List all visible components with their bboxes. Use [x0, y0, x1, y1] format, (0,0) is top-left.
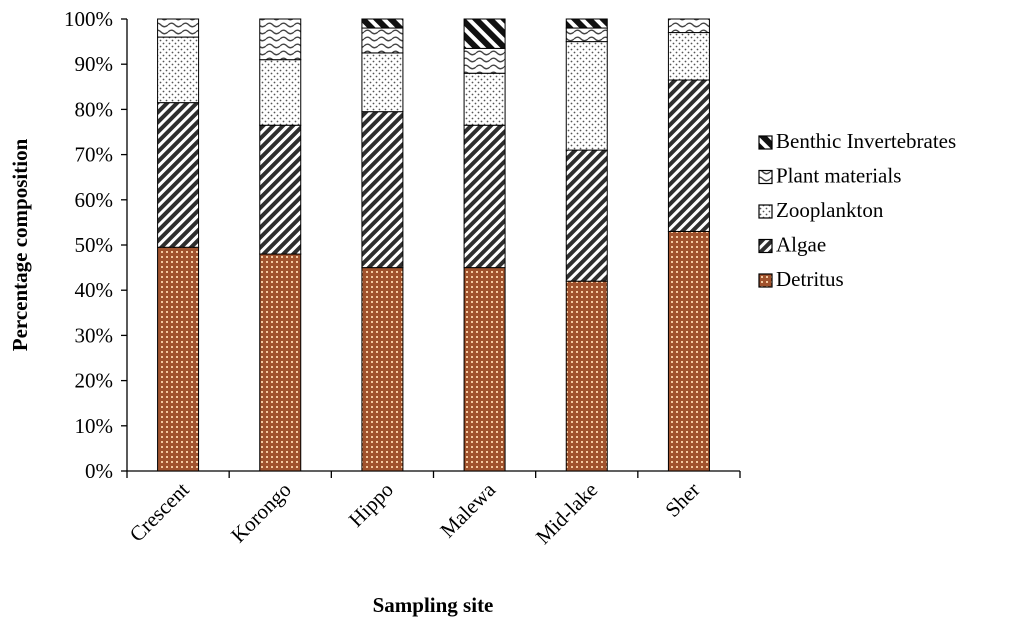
y-tick-label: 0%	[85, 459, 113, 483]
legend-swatch	[758, 169, 773, 185]
bar-segment-benthic-invertebrates	[361, 18, 404, 29]
bar-segment-plant-materials	[667, 18, 710, 34]
legend-label: Detritus	[776, 267, 844, 291]
x-tick-label-malewa: Malewa	[435, 477, 500, 542]
bar-segment-zooplankton	[361, 52, 404, 113]
y-axis-title: Percentage composition	[8, 138, 32, 351]
legend-item-detritus: Detritus	[758, 267, 844, 291]
bar-segment-zooplankton	[667, 32, 710, 81]
legend-item-benthic-invertebrates: Benthic Invertebrates	[758, 129, 956, 153]
bar-segment-detritus	[463, 267, 506, 472]
legend: Benthic Invertebrates Plant materials Zoop…	[758, 129, 956, 291]
bar-stack-crescent	[157, 18, 200, 472]
x-axis-title: Sampling site	[373, 593, 494, 617]
bar-segment-plant-materials	[361, 27, 404, 54]
y-tick-label: 80%	[75, 97, 114, 121]
bar-stack-sher	[667, 18, 710, 472]
bar-segment-algae	[157, 102, 200, 248]
bar-segment-detritus	[259, 253, 302, 472]
bar-segment-benthic-invertebrates	[463, 18, 506, 49]
bars-group	[157, 18, 710, 472]
bar-segment-algae	[259, 124, 302, 255]
bar-segment-algae	[463, 124, 506, 269]
legend-item-plant-materials: Plant materials	[758, 164, 901, 188]
legend-label: Algae	[776, 233, 826, 257]
x-tick-label-korongo: Korongo	[226, 478, 296, 548]
legend-label: Benthic Invertebrates	[776, 129, 956, 153]
legend-swatch	[758, 204, 773, 219]
bar-segment-zooplankton	[463, 72, 506, 126]
bar-stack-hippo	[361, 18, 404, 472]
bar-segment-detritus	[157, 246, 200, 472]
x-axis	[126, 470, 741, 478]
legend-item-algae: Algae	[758, 233, 826, 257]
bar-segment-zooplankton	[565, 41, 608, 151]
y-tick-label: 50%	[75, 233, 114, 257]
bar-segment-benthic-invertebrates	[565, 18, 608, 29]
x-tick-label-hippo: Hippo	[344, 478, 398, 532]
y-tick-label: 30%	[75, 323, 114, 347]
bar-segment-algae	[361, 111, 404, 269]
legend-label: Plant materials	[776, 164, 901, 188]
bar-segment-zooplankton	[259, 59, 302, 126]
y-tick-label: 10%	[75, 414, 114, 438]
category-labels: Crescent Korongo Hippo Malewa Mid-lake Sher	[125, 477, 705, 549]
bar-segment-algae	[667, 79, 710, 232]
legend-item-zooplankton: Zooplankton	[758, 198, 884, 222]
bar-stack-korongo	[259, 18, 302, 472]
x-tick-label-crescent: Crescent	[125, 477, 194, 546]
y-tick-label: 60%	[75, 188, 114, 212]
y-tick-label: 70%	[75, 143, 114, 167]
legend-swatch	[758, 238, 773, 254]
y-tick-label: 100%	[64, 7, 113, 31]
bar-segment-plant-materials	[157, 18, 200, 38]
bar-stack-malewa	[463, 18, 506, 472]
y-tick-label: 90%	[75, 52, 114, 76]
legend-swatch	[758, 273, 773, 288]
bar-segment-plant-materials	[259, 18, 302, 61]
bar-segment-detritus	[565, 280, 608, 472]
bar-segment-detritus	[361, 267, 404, 472]
y-tick-label: 40%	[75, 278, 114, 302]
bar-segment-detritus	[667, 230, 710, 472]
bar-segment-plant-materials	[463, 47, 506, 74]
bar-segment-algae	[565, 149, 608, 282]
x-tick-label-mid-lake: Mid-lake	[531, 478, 602, 549]
bar-segment-zooplankton	[157, 36, 200, 104]
bar-stack-mid-lake	[565, 18, 608, 472]
legend-label: Zooplankton	[776, 198, 884, 222]
x-tick-label-sher: Sher	[660, 478, 704, 522]
y-tick-label: 20%	[75, 369, 114, 393]
legend-swatch	[758, 135, 773, 150]
bar-segment-plant-materials	[565, 27, 608, 43]
y-axis: 0% 10% 20% 30% 40% 50% 60% 70% 80% 90% 100%	[64, 7, 128, 483]
